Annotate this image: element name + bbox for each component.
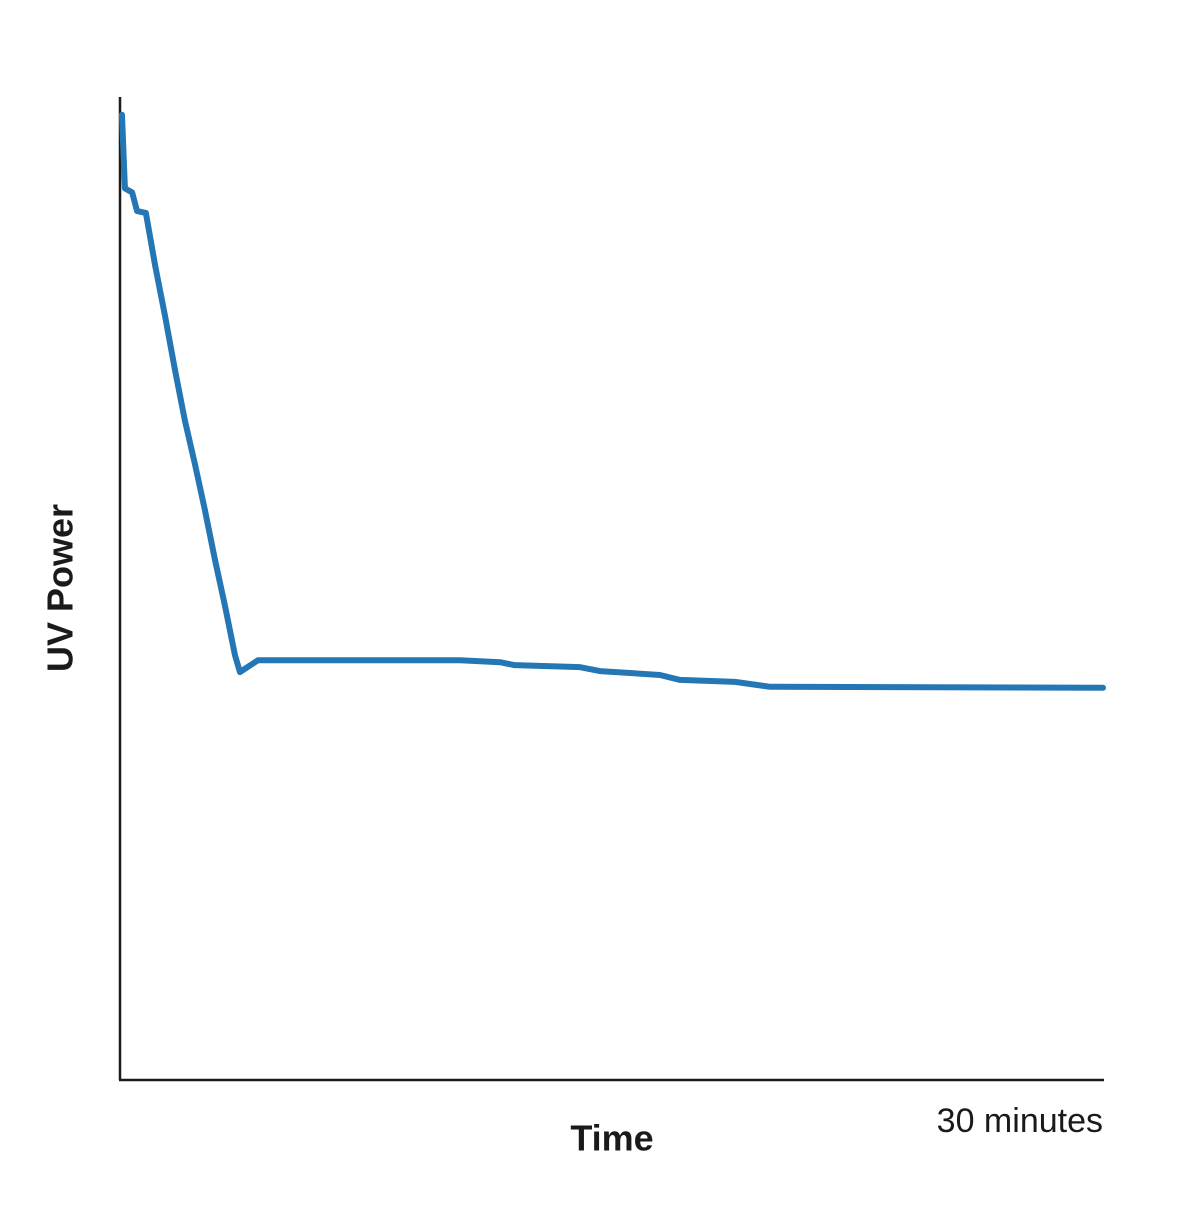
- x-tick-label: 30 minutes: [937, 1102, 1103, 1140]
- y-axis-title: UV Power: [40, 504, 81, 672]
- x-axis-title: Time: [570, 1118, 653, 1159]
- data-line: [118, 111, 1106, 691]
